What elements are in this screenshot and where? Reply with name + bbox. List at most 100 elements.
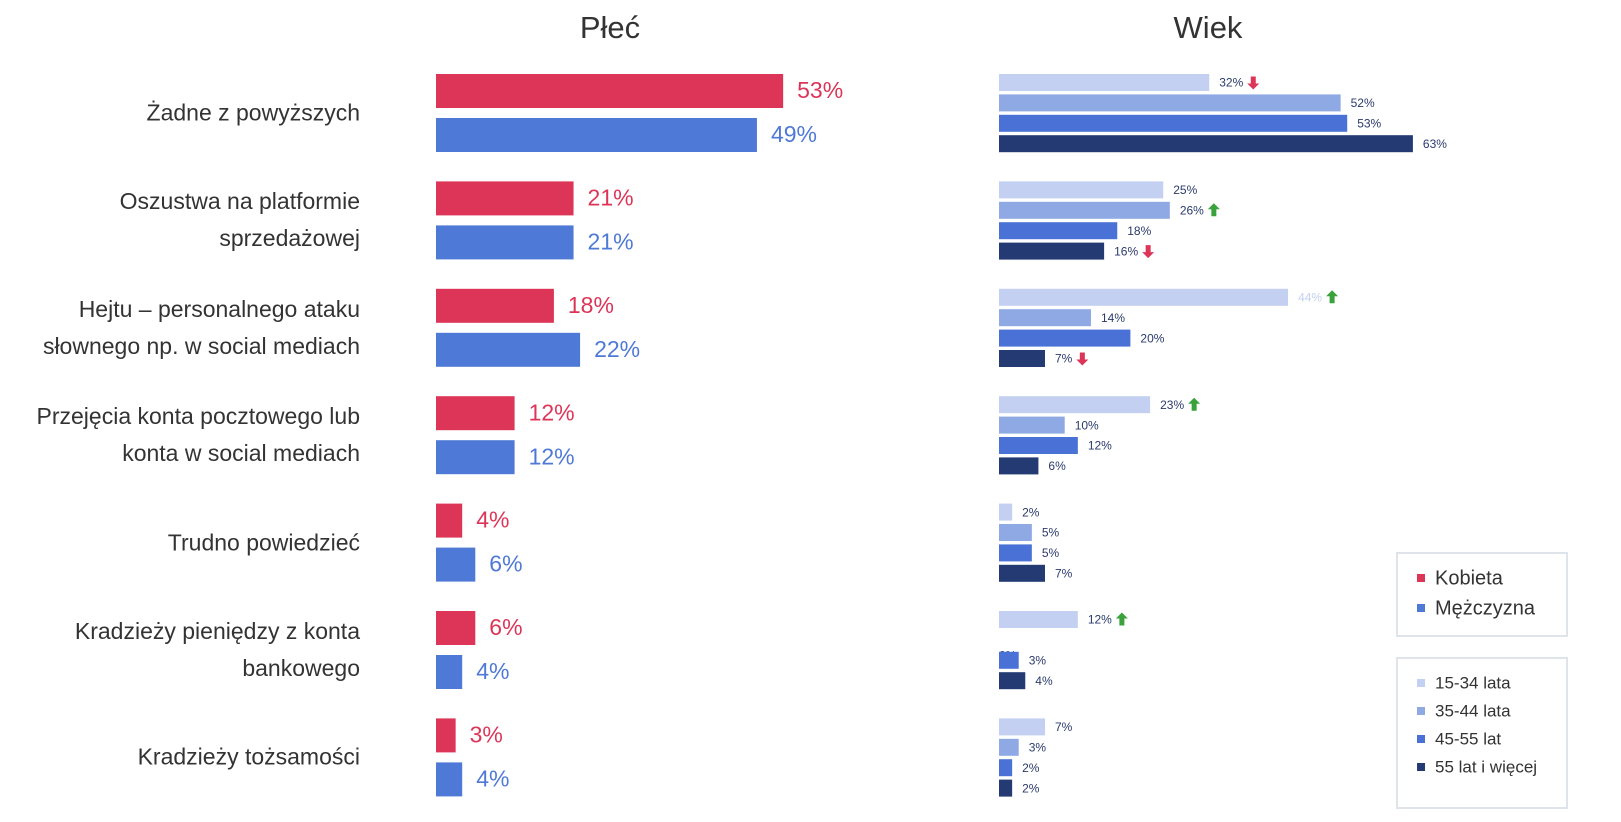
bar <box>999 524 1032 541</box>
bar <box>999 396 1151 414</box>
legend-label: Mężczyzna <box>1435 597 1536 619</box>
value-label: 23% <box>1160 398 1184 412</box>
value-label: 4% <box>476 507 509 533</box>
bar <box>436 74 784 108</box>
legend-swatch <box>1417 763 1425 771</box>
value-label: 25% <box>1173 183 1197 197</box>
bar <box>436 611 476 645</box>
value-label: 49% <box>771 121 817 147</box>
bar <box>999 759 1013 777</box>
value-label: 6% <box>1048 459 1066 473</box>
category-label: Oszustwa na platformie sprzedażowej <box>119 188 360 252</box>
value-label: 20% <box>1140 331 1164 345</box>
category-label: Trudno powiedzieć <box>167 529 360 556</box>
value-label: 12% <box>1088 613 1112 627</box>
value-label: 32% <box>1219 76 1243 90</box>
chart-title: Płeć <box>580 10 640 45</box>
bar <box>999 181 1164 199</box>
value-label: 3% <box>1029 653 1047 667</box>
value-label: 53% <box>1357 116 1381 130</box>
significance-arrow <box>1326 290 1339 304</box>
legend-box <box>1396 552 1568 637</box>
bar <box>999 611 1078 628</box>
value-label: 12% <box>529 399 575 425</box>
value-label: 44% <box>1298 290 1322 304</box>
legend-swatch <box>1417 574 1425 582</box>
significance-arrow <box>1188 397 1201 411</box>
category-label: Żadne z powyższych <box>146 99 360 126</box>
value-label: 21% <box>588 228 634 254</box>
legend-label: 15-34 lata <box>1435 673 1511 692</box>
legend-swatch <box>1417 604 1425 612</box>
chart-title: Wiek <box>1174 10 1243 45</box>
legend-swatch <box>1417 679 1425 687</box>
significance-arrow <box>1207 203 1220 217</box>
value-label: 7% <box>1055 720 1073 734</box>
value-label: 4% <box>476 658 509 684</box>
bar <box>999 242 1105 260</box>
bar <box>436 655 463 689</box>
legend-swatch <box>1417 707 1425 715</box>
bar <box>999 779 1013 797</box>
bar <box>999 94 1341 112</box>
value-label: 21% <box>588 184 634 210</box>
bar <box>436 503 463 538</box>
bar <box>999 350 1045 367</box>
legend-label: Kobieta <box>1435 567 1504 589</box>
value-label: 2% <box>1022 781 1040 795</box>
value-label: 14% <box>1101 311 1125 325</box>
bar <box>436 332 581 367</box>
value-label: 2% <box>1022 505 1040 519</box>
value-label: 3% <box>1029 740 1047 754</box>
bar <box>436 118 757 152</box>
value-label: 6% <box>489 614 522 640</box>
value-label: 6% <box>489 551 522 577</box>
bar <box>999 114 1348 132</box>
bar <box>999 222 1118 240</box>
category-label: Kradzieży pieniędzy z konta bankowego <box>74 618 360 681</box>
value-label: 7% <box>1055 352 1073 366</box>
legend-label: 55 lat i więcej <box>1435 757 1537 776</box>
bar <box>999 201 1170 219</box>
value-label: 16% <box>1114 244 1138 258</box>
bar <box>999 135 1413 153</box>
value-label: 7% <box>1055 566 1073 580</box>
significance-arrow <box>1115 612 1128 626</box>
significance-arrow <box>1076 352 1089 366</box>
value-label: 4% <box>476 765 509 791</box>
bar <box>999 564 1045 582</box>
category-label: Przejęcia konta pocztowego lub konta w s… <box>36 403 360 467</box>
bar <box>999 503 1013 521</box>
bar <box>999 437 1078 454</box>
bar <box>436 181 574 216</box>
bar <box>436 547 476 582</box>
legend-label: 35-44 lata <box>1435 701 1511 720</box>
bar <box>999 329 1131 347</box>
bar <box>999 457 1039 475</box>
category-label: Hejtu – personalnego ataku słownego np. … <box>42 295 360 359</box>
bar <box>436 440 515 475</box>
bar <box>436 396 515 431</box>
value-label: 52% <box>1351 96 1375 110</box>
bar <box>436 718 456 753</box>
bar <box>999 416 1065 434</box>
bar <box>999 738 1019 756</box>
bar <box>999 718 1045 736</box>
value-label: 53% <box>797 77 843 103</box>
value-label: 26% <box>1180 203 1204 217</box>
value-label: 12% <box>1088 439 1112 453</box>
value-label: 18% <box>568 292 614 318</box>
value-label: 5% <box>1042 526 1060 540</box>
bar <box>999 309 1091 327</box>
value-label: 5% <box>1042 546 1060 560</box>
value-label: 63% <box>1423 137 1447 151</box>
bar <box>999 544 1032 562</box>
legend-label: 45-55 lat <box>1435 729 1501 748</box>
significance-arrow <box>1142 245 1155 259</box>
value-label: 4% <box>1035 674 1053 688</box>
value-label: 2% <box>1022 761 1040 775</box>
value-label: 22% <box>594 336 640 362</box>
bar <box>999 74 1210 91</box>
